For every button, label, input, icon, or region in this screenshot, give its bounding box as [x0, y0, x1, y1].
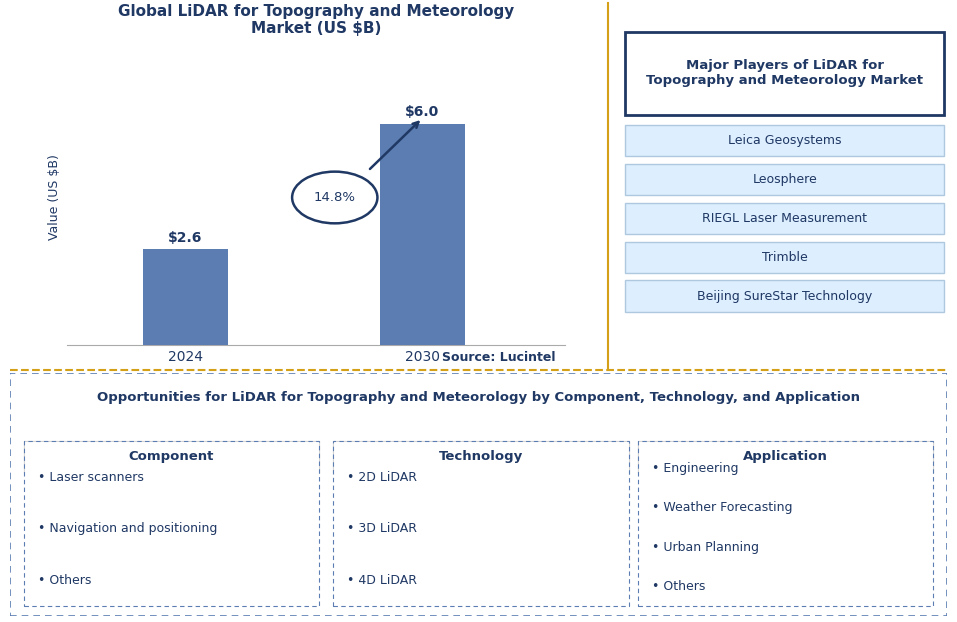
Text: • 2D LiDAR: • 2D LiDAR: [347, 471, 417, 484]
Text: Beijing SureStar Technology: Beijing SureStar Technology: [697, 290, 873, 303]
Title: Global LiDAR for Topography and Meteorology
Market (US $B): Global LiDAR for Topography and Meteorol…: [118, 4, 514, 36]
FancyBboxPatch shape: [638, 441, 933, 473]
Text: • Navigation and positioning: • Navigation and positioning: [37, 522, 217, 536]
Text: Technology: Technology: [438, 450, 523, 463]
Text: Major Players of LiDAR for
Topography and Meteorology Market: Major Players of LiDAR for Topography an…: [646, 59, 924, 87]
Text: 14.8%: 14.8%: [314, 191, 356, 204]
Text: • Others: • Others: [37, 574, 91, 587]
FancyBboxPatch shape: [625, 241, 945, 273]
Text: Leosphere: Leosphere: [752, 173, 817, 186]
Text: RIEGL Laser Measurement: RIEGL Laser Measurement: [702, 212, 867, 225]
FancyBboxPatch shape: [24, 441, 319, 473]
FancyBboxPatch shape: [333, 441, 629, 473]
Text: $6.0: $6.0: [406, 105, 439, 119]
FancyBboxPatch shape: [10, 373, 947, 616]
Bar: [143, 249, 228, 345]
Text: • 3D LiDAR: • 3D LiDAR: [347, 522, 417, 536]
FancyBboxPatch shape: [638, 441, 933, 606]
FancyBboxPatch shape: [625, 32, 945, 114]
Y-axis label: Value (US $B): Value (US $B): [49, 154, 61, 241]
Text: Component: Component: [128, 450, 214, 463]
Text: Application: Application: [744, 450, 828, 463]
FancyBboxPatch shape: [333, 441, 629, 606]
FancyBboxPatch shape: [625, 203, 945, 234]
Text: • Weather Forecasting: • Weather Forecasting: [652, 501, 792, 514]
Text: • Others: • Others: [652, 580, 705, 593]
Text: • Laser scanners: • Laser scanners: [37, 471, 144, 484]
Text: • Urban Planning: • Urban Planning: [652, 541, 759, 554]
Ellipse shape: [292, 172, 377, 223]
FancyBboxPatch shape: [625, 124, 945, 156]
Text: Leica Geosystems: Leica Geosystems: [728, 134, 841, 147]
FancyBboxPatch shape: [625, 164, 945, 195]
Text: Source: Lucintel: Source: Lucintel: [441, 351, 555, 364]
Text: • Engineering: • Engineering: [652, 462, 739, 475]
Text: Opportunities for LiDAR for Topography and Meteorology by Component, Technology,: Opportunities for LiDAR for Topography a…: [97, 391, 860, 404]
FancyBboxPatch shape: [625, 281, 945, 312]
Text: $2.6: $2.6: [168, 231, 203, 244]
Text: Trimble: Trimble: [762, 251, 808, 264]
FancyBboxPatch shape: [24, 441, 319, 606]
Bar: [380, 124, 465, 345]
Text: • 4D LiDAR: • 4D LiDAR: [347, 574, 417, 587]
